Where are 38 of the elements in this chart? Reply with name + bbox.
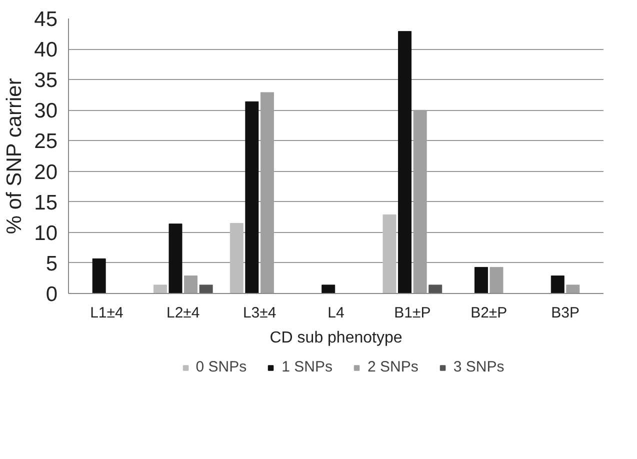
bar [550,276,564,294]
y-tick-label: 5 [46,252,58,276]
y-tick-label: 30 [34,100,58,123]
bar [382,214,396,294]
bar [322,284,336,294]
y-tick-label: 20 [34,160,58,184]
bar [230,222,244,294]
bar [398,31,412,294]
x-tick-label: L2±4 [166,304,200,322]
bar [92,258,106,294]
bar [153,284,167,294]
bar [168,224,182,294]
legend-label: 0 SNPs [196,358,247,376]
x-tick-label: B2±P [470,304,508,322]
x-tick-label: B1±P [394,304,431,322]
x-axis-title: CD sub phenotype [270,330,402,346]
y-tick-label: 15 [34,191,58,214]
bar [428,284,442,294]
y-tick-label: 40 [34,38,58,62]
x-tick-label: L4 [328,304,344,322]
x-tick-label: B3P [551,304,580,322]
x-tick-label: L3±4 [242,304,276,322]
x-tick-label: L1±4 [90,304,124,322]
bar [566,284,580,294]
y-tick-label: 0 [46,283,58,306]
bar [490,266,504,294]
legend-label: 2 SNPs [368,358,418,376]
legend-label: 1 SNPs [282,358,332,376]
y-axis-title: % of SNP carrier [3,78,26,234]
y-tick-label: 10 [34,222,58,245]
bar [474,266,488,294]
y-tick-label: 25 [34,130,58,154]
y-tick-label: 45 [34,8,58,31]
bar [199,284,213,294]
bar [184,276,198,294]
y-tick-label: 35 [34,69,58,92]
bar [245,101,259,294]
legend-label: 3 SNPs [453,358,504,376]
